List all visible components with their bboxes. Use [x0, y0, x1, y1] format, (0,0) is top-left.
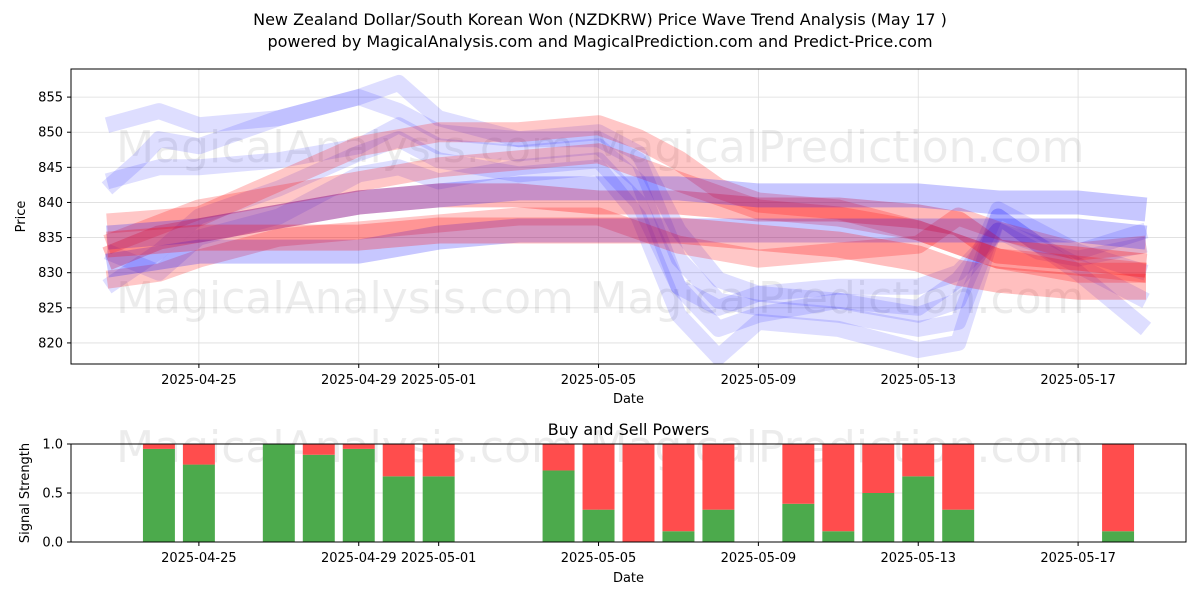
buy-bar: [942, 509, 975, 542]
series-line: [106, 115, 1146, 283]
x-axis-label: Date: [613, 571, 644, 586]
buy-bar: [662, 531, 695, 542]
y-axis-label: Price: [14, 201, 29, 233]
x-tick-label: 2025-05-05: [561, 551, 637, 566]
sell-bar: [662, 444, 695, 532]
buy-bar: [342, 448, 375, 542]
watermark-text: MagicalAnalysis.com: [116, 122, 574, 173]
series-line: [104, 117, 1149, 337]
x-tick-label: 2025-05-17: [1040, 551, 1116, 566]
sell-bar: [942, 444, 975, 510]
series-line: [102, 183, 1148, 278]
x-tick-label: 2025-05-01: [401, 551, 477, 566]
buy-bar: [902, 476, 935, 542]
sell-bar: [582, 444, 615, 510]
series-line: [103, 143, 1148, 283]
x-tick-label: 2025-05-13: [880, 373, 956, 388]
sell-bar: [302, 444, 335, 455]
sell-bar: [182, 444, 215, 465]
x-tick-label: 2025-05-09: [721, 373, 797, 388]
series-line: [106, 176, 1148, 250]
price-panel: MagicalAnalysis.com MagicalPrediction.com…: [14, 68, 1187, 407]
y-axis-label: Signal Strength: [18, 443, 33, 543]
y-tick-label: 0.5: [42, 487, 63, 502]
series-line: [102, 131, 1152, 364]
sell-bar: [342, 444, 375, 449]
signal-panel: MagicalAnalysis.comMagicalPrediction.com…: [18, 420, 1187, 586]
y-tick-label: 825: [38, 301, 63, 316]
sell-bar: [622, 444, 655, 542]
buy-bar: [382, 476, 415, 542]
buy-bar: [262, 444, 295, 542]
x-tick-label: 2025-05-05: [561, 373, 637, 388]
series-line: [105, 218, 1148, 278]
buy-bar: [1102, 531, 1135, 542]
sell-bar: [1102, 444, 1135, 532]
sell-bar: [422, 444, 455, 477]
x-tick-label: 2025-04-25: [161, 373, 237, 388]
buy-bar: [702, 509, 735, 542]
x-tick-label: 2025-05-01: [401, 373, 477, 388]
buy-bar: [142, 448, 175, 542]
x-tick-label: 2025-05-13: [880, 551, 956, 566]
sell-bar: [542, 444, 575, 471]
y-tick-label: 845: [38, 161, 63, 176]
y-tick-label: 820: [38, 336, 63, 351]
buy-bar: [302, 454, 335, 542]
sell-bar: [782, 444, 815, 504]
chart-title: New Zealand Dollar/South Korean Won (NZD…: [253, 10, 947, 29]
series-line: [105, 207, 1147, 289]
buy-bar: [822, 531, 855, 542]
sell-bar: [702, 444, 735, 510]
buy-bar: [182, 464, 215, 542]
plot-frame: [70, 68, 1187, 365]
series-line: [106, 217, 1146, 300]
y-tick-label: 1.0: [42, 438, 63, 453]
sell-bar: [902, 444, 935, 477]
sell-bar: [142, 444, 175, 449]
x-tick-label: 2025-04-25: [161, 551, 237, 566]
x-tick-label: 2025-05-09: [721, 551, 797, 566]
y-tick-label: 0.0: [42, 536, 63, 551]
x-tick-label: 2025-04-29: [321, 373, 397, 388]
y-tick-label: 830: [38, 266, 63, 281]
chart-subtitle: powered by MagicalAnalysis.com and Magic…: [267, 32, 933, 51]
watermark-text: MagicalPrediction.com: [590, 273, 1085, 324]
series-line: [103, 152, 1148, 316]
buy-bar: [582, 509, 615, 542]
y-tick-label: 840: [38, 196, 63, 211]
y-tick-label: 855: [38, 91, 63, 106]
series-line: [104, 75, 1150, 337]
sell-bar: [822, 444, 855, 532]
buy-bar: [782, 503, 815, 542]
series-line: [101, 89, 1149, 316]
y-tick-label: 835: [38, 231, 63, 246]
series-group: [101, 75, 1152, 364]
buy-bar: [542, 470, 575, 542]
watermark-text: MagicalAnalysis.com: [116, 273, 574, 324]
sell-bar: [862, 444, 895, 493]
buy-bar: [862, 493, 895, 542]
sell-bar: [382, 444, 415, 477]
watermark-text: MagicalPrediction.com: [590, 122, 1085, 173]
x-tick-label: 2025-05-17: [1040, 373, 1116, 388]
y-tick-label: 850: [38, 126, 63, 141]
x-tick-label: 2025-04-29: [321, 551, 397, 566]
buy-bar: [422, 476, 455, 542]
x-axis-label: Date: [613, 392, 644, 407]
panel-title: Buy and Sell Powers: [548, 420, 710, 439]
